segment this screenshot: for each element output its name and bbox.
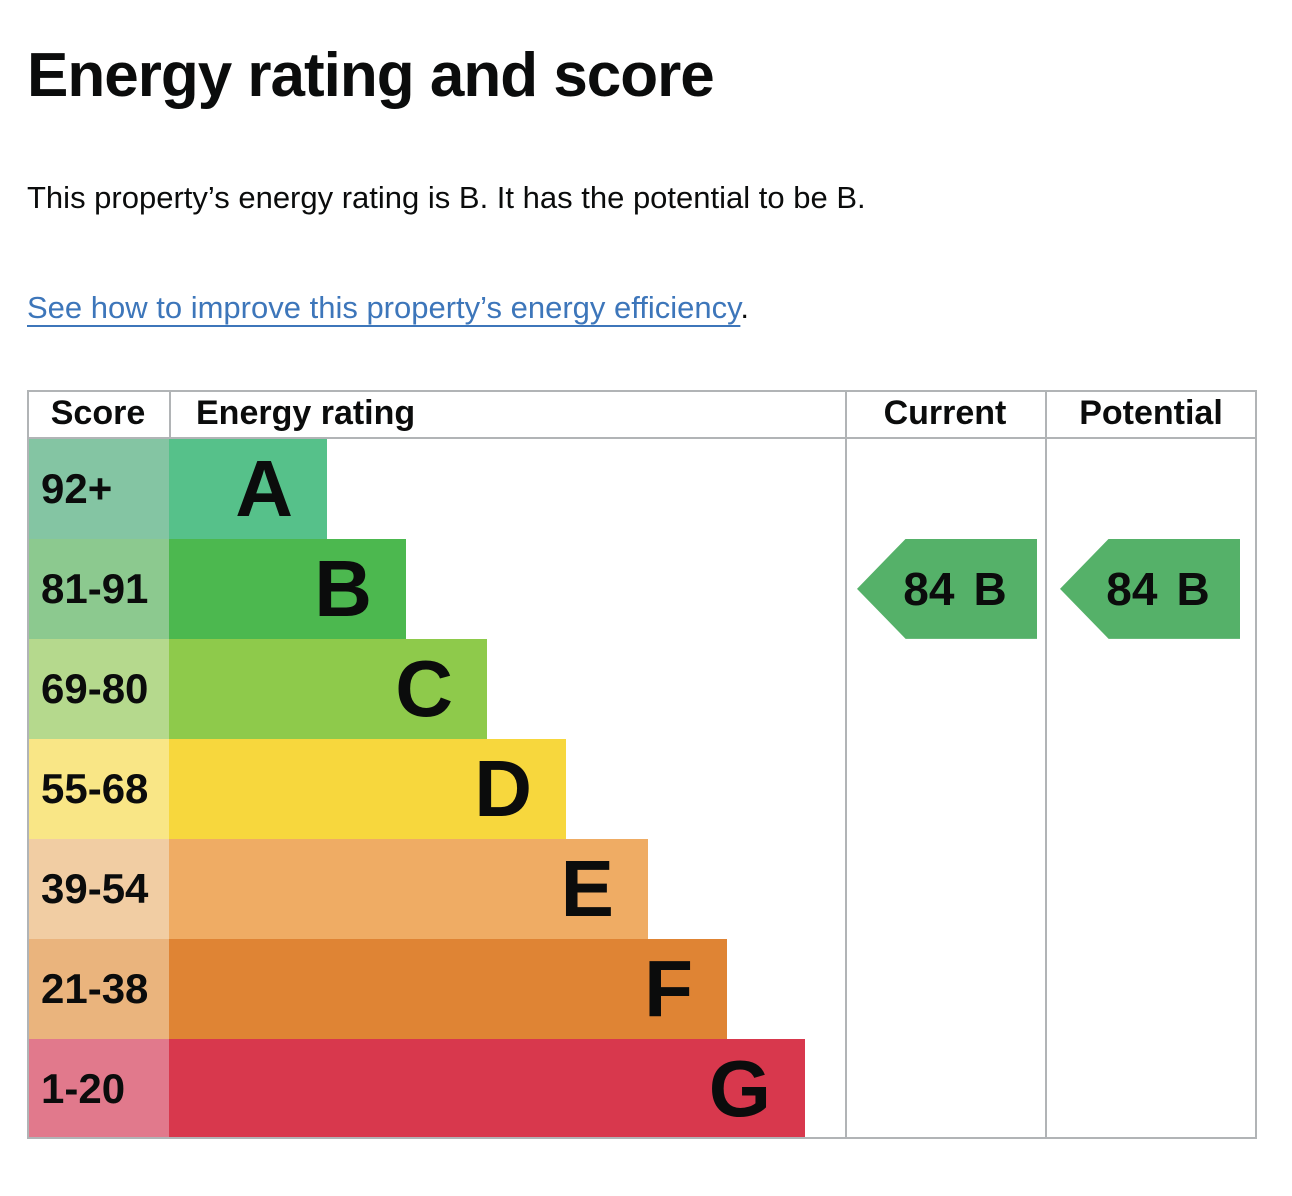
band-row-D: 55-68 D <box>27 738 1257 839</box>
band-bar-F: F <box>169 938 727 1039</box>
band-bar-D: D <box>169 738 566 839</box>
band-score-G: 1-20 <box>27 1038 169 1139</box>
current-score: 84 <box>903 562 955 615</box>
band-row-E: 39-54 E <box>27 838 1257 939</box>
energy-rating-page: Energy rating and score This property’s … <box>27 41 1265 1141</box>
band-score-E: 39-54 <box>27 838 169 939</box>
band-row-F: 21-38 F <box>27 938 1257 1039</box>
band-bar-C: C <box>169 638 487 739</box>
potential-grade: B <box>1176 562 1210 615</box>
band-bar-A: A <box>169 438 327 539</box>
band-bar-E: E <box>169 838 648 939</box>
band-row-G: 1-20 G <box>27 1038 1257 1139</box>
band-row-C: 69-80 C <box>27 638 1257 739</box>
table-border-top <box>27 389 1257 392</box>
band-score-A: 92+ <box>27 438 169 539</box>
improve-efficiency-link[interactable]: See how to improve this property’s energ… <box>27 289 741 325</box>
band-score-F: 21-38 <box>27 938 169 1039</box>
table-divider-score <box>169 389 171 437</box>
table-border-right <box>1255 389 1257 1139</box>
epc-header-row: Score Energy rating Current Potential <box>27 390 1257 437</box>
table-divider-potential <box>1045 389 1047 1139</box>
table-divider-current <box>845 389 847 1139</box>
band-row-A: 92+ A <box>27 438 1257 539</box>
potential-score: 84 <box>1106 562 1158 615</box>
band-rows: 92+ A 81-91 B 69-80 C 55-68 D 39-54 E 21-38 F 1-20 G <box>27 438 1257 1139</box>
table-border-left <box>27 389 29 1139</box>
column-header-score: Score <box>50 393 146 432</box>
column-header-current: Current <box>883 393 1007 432</box>
link-period: . <box>740 289 749 325</box>
column-header-potential: Potential <box>1079 393 1223 432</box>
current-rating-text: 84 B <box>903 562 1006 616</box>
column-header-energy-rating: Energy rating <box>196 393 416 432</box>
band-bar-G: G <box>169 1038 805 1139</box>
page-title: Energy rating and score <box>27 41 715 110</box>
potential-rating-text: 84 B <box>1106 562 1209 616</box>
band-score-C: 69-80 <box>27 638 169 739</box>
intro-text: This property’s energy rating is B. It h… <box>27 180 866 216</box>
band-score-B: 81-91 <box>27 538 169 639</box>
current-grade: B <box>973 562 1007 615</box>
table-border-header-bottom <box>27 436 1257 439</box>
epc-chart: Score Energy rating Current Potential 92… <box>27 389 1257 1141</box>
improve-link-line: See how to improve this property’s energ… <box>27 290 1265 326</box>
band-bar-B: B <box>169 538 406 639</box>
table-border-bottom <box>27 1136 1257 1139</box>
band-row-B: 81-91 B <box>27 538 1257 639</box>
band-score-D: 55-68 <box>27 738 169 839</box>
